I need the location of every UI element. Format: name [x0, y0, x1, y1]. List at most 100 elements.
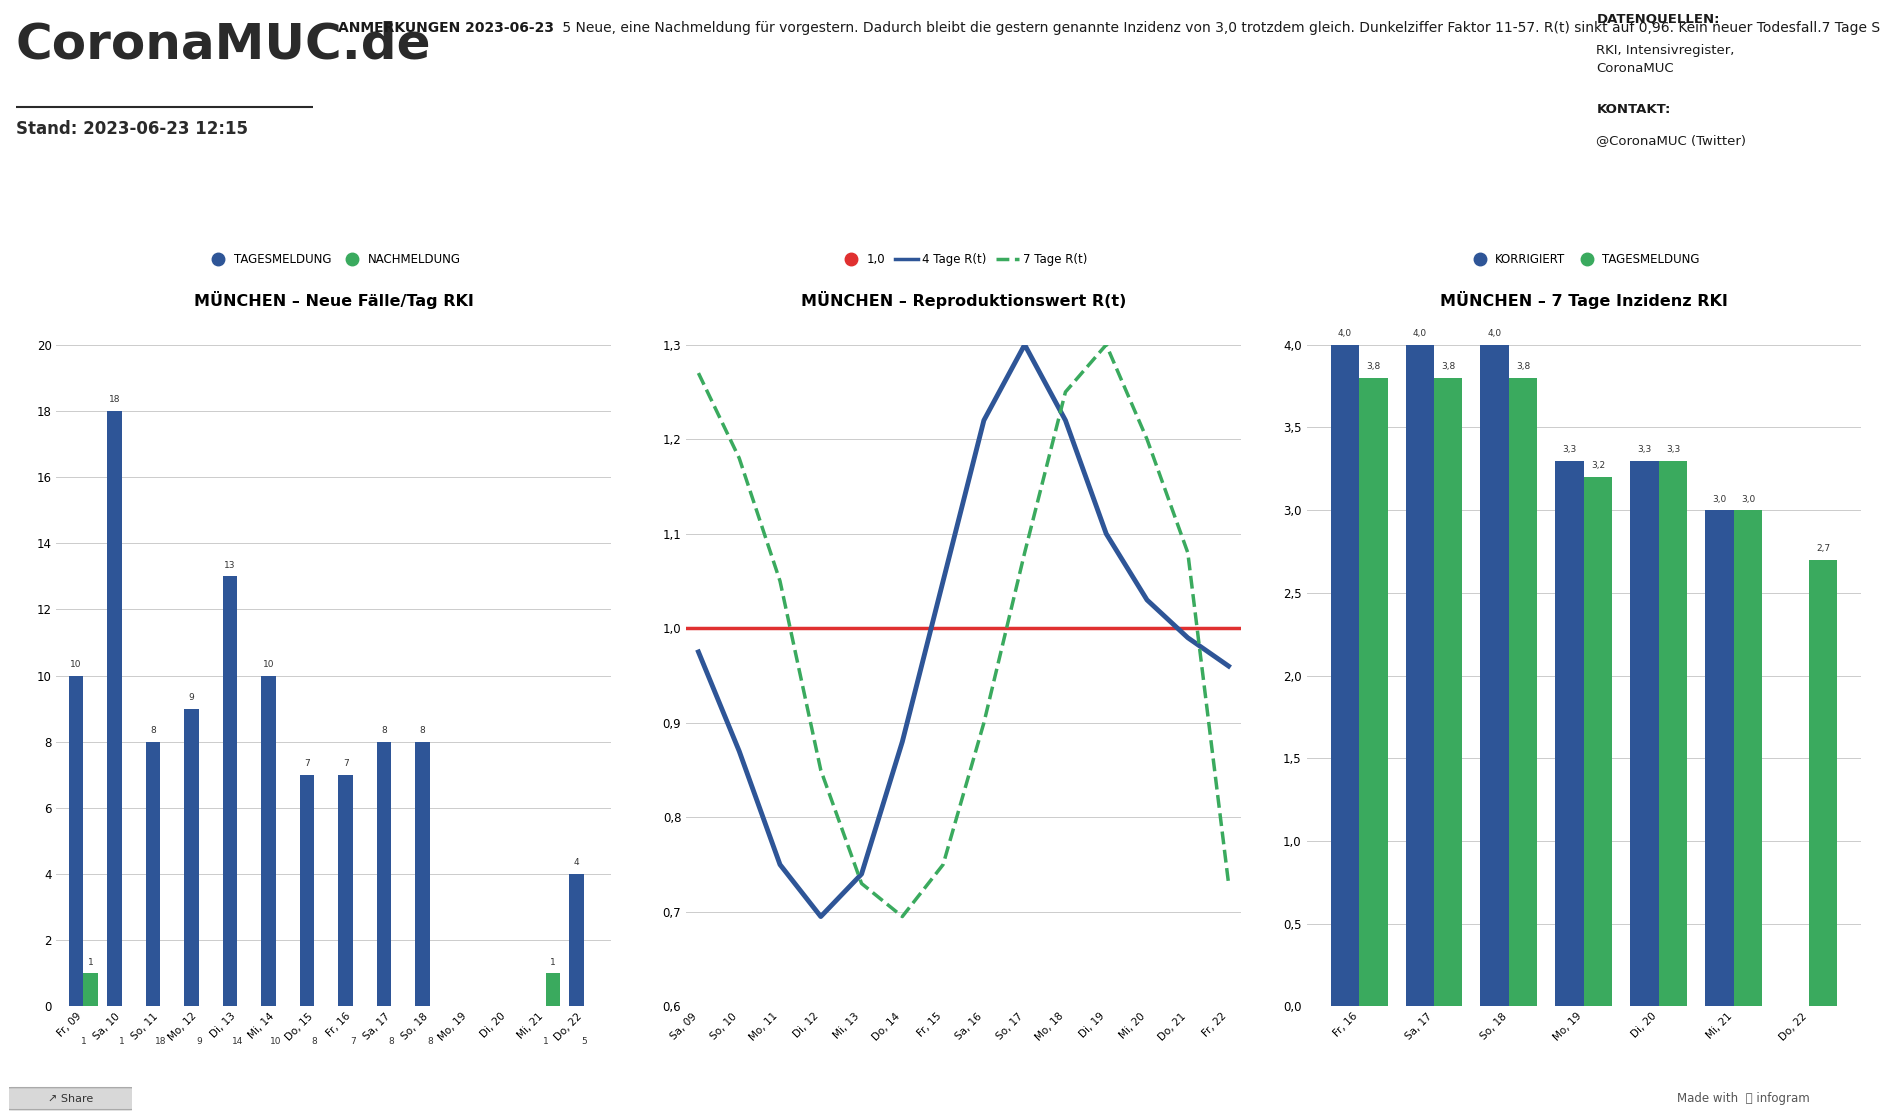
- Title: MÜNCHEN – 7 Tage Inzidenz RKI: MÜNCHEN – 7 Tage Inzidenz RKI: [1440, 291, 1728, 309]
- Text: 1: 1: [81, 1036, 86, 1046]
- Text: 5: 5: [701, 237, 731, 280]
- Text: IFR/KH basiert: IFR/KH basiert: [1057, 298, 1134, 308]
- Text: 8: 8: [150, 726, 156, 735]
- Text: 3,2: 3,2: [1590, 461, 1606, 470]
- Text: +1: +1: [820, 237, 887, 280]
- Legend: TAGESMELDUNG, NACHMELDUNG: TAGESMELDUNG, NACHMELDUNG: [201, 248, 466, 270]
- Bar: [1434, 378, 1463, 1006]
- Text: 0,96 ▼: 0,96 ▼: [1325, 237, 1485, 280]
- Text: 3,8: 3,8: [1442, 363, 1455, 371]
- Text: 1: 1: [118, 1036, 124, 1046]
- Text: 3,8: 3,8: [1515, 363, 1530, 371]
- Text: DUNKELZIFFER FAKTOR: DUNKELZIFFER FAKTOR: [1021, 188, 1169, 198]
- Text: DATENQUELLEN:: DATENQUELLEN:: [1596, 12, 1720, 26]
- Text: 1: 1: [543, 1036, 549, 1046]
- Text: 3,3: 3,3: [1637, 445, 1653, 454]
- Text: Täglich: Täglich: [767, 329, 803, 339]
- Bar: [1480, 345, 1510, 1006]
- Text: 5 Neue, eine Nachmeldung für vorgestern. Dadurch bleibt die gestern genannte Inz: 5 Neue, eine Nachmeldung für vorgestern.…: [558, 21, 1880, 34]
- Bar: [70, 675, 83, 1006]
- Legend: 1,0, 4 Tage R(t), 7 Tage R(t): 1,0, 4 Tage R(t), 7 Tage R(t): [835, 248, 1092, 270]
- Text: 8: 8: [382, 726, 387, 735]
- Text: 7: 7: [305, 759, 310, 768]
- Bar: [338, 775, 353, 1006]
- Bar: [1583, 477, 1613, 1006]
- Text: INTENSIVBETTENBELEGUNG: INTENSIVBETTENBELEGUNG: [697, 188, 872, 198]
- Text: REPRODUKTIONSWERT: REPRODUKTIONSWERT: [1335, 188, 1476, 198]
- Text: 3,0: 3,0: [1713, 495, 1726, 504]
- Text: @CoronaMUC (Twitter): @CoronaMUC (Twitter): [1596, 135, 1747, 148]
- Text: 8: 8: [312, 1036, 318, 1046]
- Text: Di–Sa.*: Di–Sa.*: [145, 327, 184, 337]
- Text: 18: 18: [154, 1036, 165, 1046]
- Text: Di–Sa.*: Di–Sa.*: [1696, 298, 1735, 308]
- Bar: [1359, 378, 1387, 1006]
- Bar: [1809, 559, 1837, 1006]
- Text: 14: 14: [231, 1036, 243, 1046]
- Text: Täglich: Täglich: [1386, 327, 1425, 337]
- Text: 3,3: 3,3: [1562, 445, 1577, 454]
- Text: +0: +0: [440, 237, 509, 280]
- Text: Made with  Ⓘ infogram: Made with Ⓘ infogram: [1677, 1092, 1810, 1105]
- Text: TODESFÄLLE: TODESFÄLLE: [436, 188, 513, 198]
- Text: 1: 1: [551, 957, 556, 966]
- Text: 3,0: 3,0: [1741, 495, 1756, 504]
- Bar: [1555, 460, 1583, 1006]
- Bar: [1733, 510, 1762, 1006]
- Text: 9: 9: [196, 1036, 201, 1046]
- Title: MÜNCHEN – Neue Fälle/Tag RKI: MÜNCHEN – Neue Fälle/Tag RKI: [194, 291, 474, 309]
- Bar: [545, 973, 560, 1006]
- Bar: [415, 742, 431, 1006]
- Text: 2,7: 2,7: [1677, 237, 1754, 280]
- Text: 2,7: 2,7: [1816, 544, 1829, 553]
- Text: 10: 10: [70, 659, 83, 669]
- Bar: [1510, 378, 1538, 1006]
- Bar: [224, 576, 237, 1006]
- Text: 4: 4: [573, 858, 579, 867]
- Bar: [1705, 510, 1733, 1006]
- Text: Gesamt: 721.637: Gesamt: 721.637: [117, 298, 212, 308]
- Text: KONTAKT:: KONTAKT:: [1596, 103, 1671, 117]
- Text: 9: 9: [188, 693, 194, 702]
- Text: 10: 10: [271, 1036, 282, 1046]
- Text: 3,8: 3,8: [1367, 363, 1380, 371]
- Text: Di–Sa.*: Di–Sa.*: [455, 327, 494, 337]
- Bar: [299, 775, 314, 1006]
- Text: 8: 8: [427, 1036, 432, 1046]
- Bar: [147, 742, 160, 1006]
- Text: 10: 10: [263, 659, 274, 669]
- Bar: [1630, 460, 1658, 1006]
- Title: MÜNCHEN – Reproduktionswert R(t): MÜNCHEN – Reproduktionswert R(t): [801, 291, 1126, 309]
- Text: 7: 7: [342, 759, 348, 768]
- Text: INZIDENZ RKI: INZIDENZ RKI: [1673, 188, 1758, 198]
- Text: 5: 5: [581, 1036, 587, 1046]
- Text: 18: 18: [109, 395, 120, 405]
- Text: 11–57: 11–57: [1023, 237, 1167, 280]
- Bar: [1406, 345, 1434, 1006]
- Text: BESTÄTIGTE FÄLLE: BESTÄTIGTE FÄLLE: [107, 188, 222, 198]
- Text: 13: 13: [224, 560, 235, 569]
- Text: MÜNCHEN: MÜNCHEN: [690, 301, 743, 311]
- Bar: [1658, 460, 1688, 1006]
- Text: ANMERKUNGEN 2023-06-23: ANMERKUNGEN 2023-06-23: [338, 21, 555, 34]
- Text: 1: 1: [88, 957, 94, 966]
- Text: 3,3: 3,3: [1666, 445, 1681, 454]
- Bar: [570, 874, 585, 1006]
- Text: 4,0: 4,0: [1339, 329, 1352, 338]
- Text: Quelle: CoronaMUC: Quelle: CoronaMUC: [1352, 298, 1459, 308]
- Bar: [107, 410, 122, 1006]
- Text: 8: 8: [389, 1036, 395, 1046]
- Bar: [1331, 345, 1359, 1006]
- Text: CoronaMUC.de: CoronaMUC.de: [15, 21, 431, 69]
- Bar: [184, 708, 199, 1006]
- Text: 4,0: 4,0: [1412, 329, 1427, 338]
- Bar: [83, 973, 98, 1006]
- Text: 4,0: 4,0: [1487, 329, 1502, 338]
- Text: ↗ Share: ↗ Share: [47, 1094, 94, 1103]
- Text: RKI, Intensivregister,
CoronaMUC: RKI, Intensivregister, CoronaMUC: [1596, 44, 1735, 75]
- Legend: KORRIGIERT, TAGESMELDUNG: KORRIGIERT, TAGESMELDUNG: [1463, 248, 1705, 270]
- Text: Stand: 2023-06-23 12:15: Stand: 2023-06-23 12:15: [15, 120, 248, 138]
- Text: VERÄNDERUNG: VERÄNDERUNG: [814, 301, 893, 311]
- Text: 8: 8: [419, 726, 425, 735]
- Text: 7: 7: [350, 1036, 355, 1046]
